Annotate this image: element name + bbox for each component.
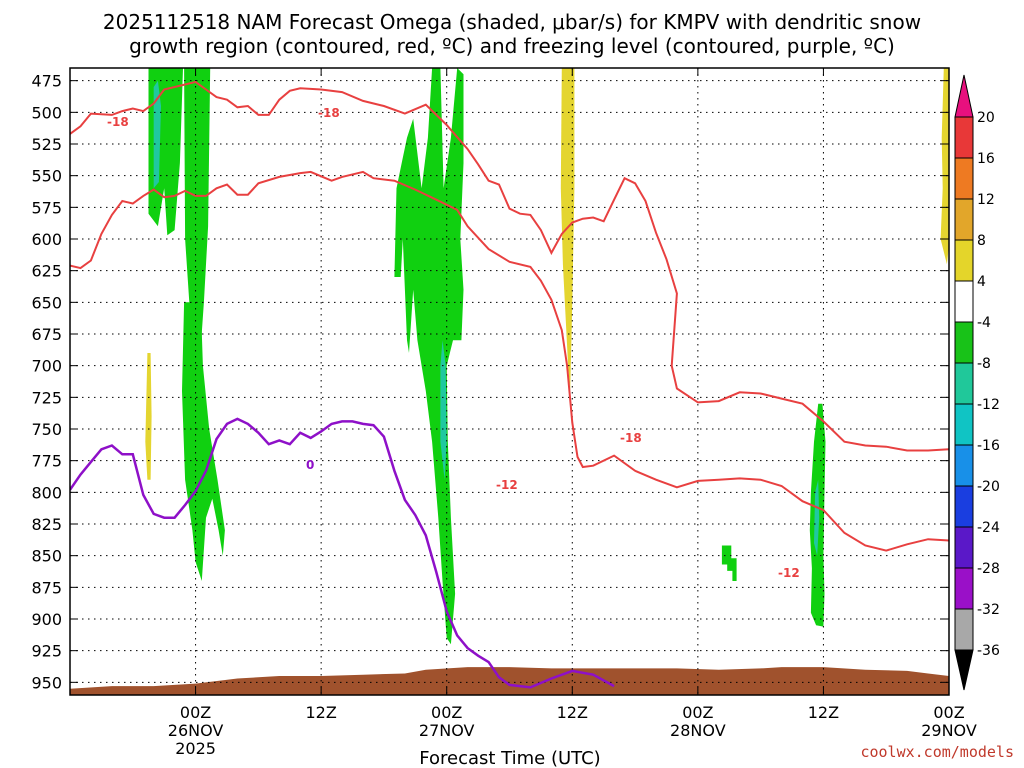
colorbar-segment-3: [954, 239, 974, 282]
x-tick-date-72: 29NOV: [921, 721, 977, 740]
x-axis-title: Forecast Time (UTC): [419, 748, 600, 768]
omega-green-area-5: [721, 545, 737, 581]
x-tick-label-36: 12Z: [557, 703, 588, 722]
omega-teal-area-2: [814, 479, 820, 556]
colorbar-label-5: -4: [977, 315, 991, 331]
colorbar-label-12: -32: [977, 602, 1000, 618]
y-tick-label-800: 800: [31, 483, 62, 502]
colorbar-segment-6: [954, 362, 974, 405]
x-tick-label-48: 00Z: [682, 703, 713, 722]
x-tick-label-24: 00Z: [431, 703, 462, 722]
y-tick-label-650: 650: [31, 293, 62, 312]
plot-frame: [69, 67, 950, 696]
y-tick-label-750: 750: [31, 420, 62, 439]
colorbar-segment-4: [954, 280, 974, 323]
x-tick-date-24: 27NOV: [419, 721, 475, 740]
colorbar-segment-12: [954, 608, 974, 651]
x-tick-label-60: 12Z: [808, 703, 839, 722]
contour-lines: [70, 80, 949, 689]
omega-teal-area-1: [440, 340, 447, 480]
colorbar-label-0: 20: [977, 110, 995, 126]
omega-teal-area-0: [153, 80, 161, 189]
y-tick-label-900: 900: [31, 610, 62, 629]
omega-green-area-2: [182, 302, 225, 581]
colorbar-label-3: 8: [977, 233, 986, 249]
colorbar-label-13: -36: [977, 643, 1000, 659]
colorbar-segment-2: [954, 198, 974, 241]
contour-label-minus12-b: -12: [778, 566, 800, 580]
colorbar-segment-8: [954, 444, 974, 487]
y-axis-pressure: 475 500 525 550 575 600 625 650 675 700 725 750 775 8…: [31, 72, 949, 692]
y-tick-label-875: 875: [31, 578, 62, 597]
x-tick-date-0: 26NOV: [168, 721, 224, 740]
colorbar-segment-10: [954, 526, 974, 569]
y-tick-label-950: 950: [31, 673, 62, 692]
colorbar-label-1: 16: [977, 151, 995, 167]
omega-green-area-3: [394, 68, 464, 645]
credit-text: coolwx.com/models: [860, 743, 1014, 761]
contour-label-minus18-c: -18: [620, 431, 642, 445]
y-tick-label-575: 575: [31, 198, 62, 217]
omega-colorbar: 20 16 12 8 4 -4 -8 -12 -16 -20 -24 -28 -32 -36: [954, 74, 1000, 691]
y-tick-label-500: 500: [31, 103, 62, 122]
colorbar-label-8: -16: [977, 438, 1000, 454]
chart-title-line2: growth region (contoured, red, ºC) and f…: [129, 34, 895, 58]
y-tick-label-625: 625: [31, 262, 62, 281]
terrain-fill: [70, 667, 949, 695]
omega-yellow-area-0: [145, 353, 152, 480]
y-tick-label-700: 700: [31, 357, 62, 376]
contour-label-minus18-b: -18: [318, 106, 340, 120]
colorbar-label-2: 12: [977, 192, 995, 208]
x-tick-label-12: 12Z: [305, 703, 336, 722]
colorbar-bottom-triangle: [954, 649, 974, 691]
y-tick-label-725: 725: [31, 388, 62, 407]
y-tick-label-925: 925: [31, 642, 62, 661]
y-tick-label-525: 525: [31, 135, 62, 154]
colorbar-segment-5: [954, 321, 974, 364]
y-tick-label-550: 550: [31, 167, 62, 186]
colorbar-segment-7: [954, 403, 974, 446]
colorbar-label-6: -8: [977, 356, 991, 372]
x-tick-label-0: 00Z: [180, 703, 211, 722]
colorbar-label-7: -12: [977, 397, 1000, 413]
colorbar-label-9: -20: [977, 479, 1000, 495]
plot-area: [70, 68, 949, 695]
colorbar-segment-0: [954, 116, 974, 159]
y-tick-label-475: 475: [31, 72, 62, 91]
colorbar-label-4: 4: [977, 274, 986, 290]
colorbar-top-triangle: [954, 74, 974, 118]
colorbar-segment-11: [954, 567, 974, 610]
contour-label-minus18-a: -18: [107, 115, 129, 129]
omega-shading: [145, 68, 949, 645]
omega-yellow-area-2: [940, 68, 949, 265]
contour-label-zero: 0: [306, 458, 314, 472]
x-tick-year-0: 2025: [175, 739, 216, 758]
grid-lines: [70, 68, 949, 695]
colorbar-segment-1: [954, 157, 974, 200]
terrain-layer: [70, 667, 949, 695]
chart-title-line1: 2025112518 NAM Forecast Omega (shaded, μ…: [103, 10, 921, 34]
y-tick-label-775: 775: [31, 452, 62, 471]
omega-green-area-0: [148, 68, 183, 236]
contour-minus12-line: [70, 170, 949, 552]
y-tick-label-600: 600: [31, 230, 62, 249]
omega-yellow-area-1: [560, 68, 575, 391]
colorbar-segment-9: [954, 485, 974, 528]
contour-label-minus12-a: -12: [496, 478, 518, 492]
contour-labels: -18 -18 -18 -12 -12 0: [107, 106, 800, 580]
y-tick-label-825: 825: [31, 515, 62, 534]
contour-minus18-line: [70, 80, 949, 452]
colorbar-label-10: -24: [977, 520, 1000, 536]
y-tick-label-675: 675: [31, 325, 62, 344]
x-tick-date-48: 28NOV: [670, 721, 726, 740]
x-tick-label-72: 00Z: [933, 703, 964, 722]
colorbar-label-11: -28: [977, 561, 1000, 577]
freezing-level-line: [70, 417, 615, 689]
y-tick-label-850: 850: [31, 547, 62, 566]
